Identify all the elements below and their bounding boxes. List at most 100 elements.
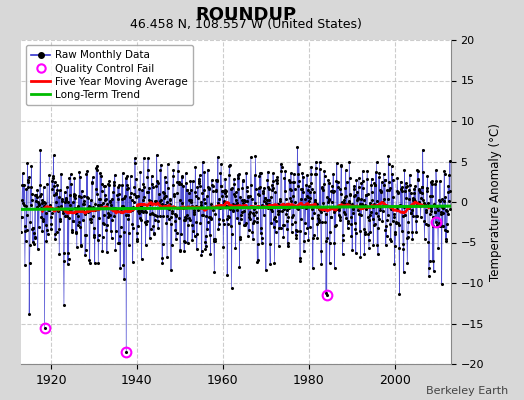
Point <box>212 188 220 194</box>
Point <box>176 247 184 253</box>
Point <box>260 198 269 204</box>
Point <box>441 194 450 200</box>
Point <box>354 183 363 190</box>
Point <box>180 248 189 254</box>
Point <box>294 171 302 178</box>
Point <box>145 200 154 207</box>
Point <box>364 230 373 237</box>
Point <box>364 214 372 220</box>
Point <box>389 194 398 200</box>
Point <box>52 190 61 196</box>
Point <box>189 209 198 215</box>
Point <box>264 205 272 211</box>
Point <box>203 218 212 225</box>
Point <box>278 208 287 214</box>
Point <box>83 194 91 200</box>
Point <box>431 219 440 226</box>
Point <box>317 260 325 267</box>
Point <box>274 210 282 217</box>
Point <box>134 193 143 199</box>
Point <box>110 182 118 188</box>
Point <box>188 237 196 243</box>
Point <box>271 189 279 195</box>
Point <box>263 201 271 207</box>
Point <box>313 235 322 241</box>
Point <box>18 197 26 203</box>
Point <box>241 198 249 204</box>
Point <box>387 238 395 244</box>
Point <box>53 182 61 188</box>
Point <box>259 188 267 194</box>
Point <box>74 202 82 209</box>
Point <box>95 202 104 208</box>
Point <box>332 205 340 212</box>
Point <box>412 218 420 224</box>
Point <box>427 179 435 185</box>
Point <box>376 204 384 210</box>
Point <box>296 255 304 262</box>
Point <box>150 231 158 237</box>
Point <box>271 229 280 236</box>
Point <box>112 208 121 214</box>
Point <box>343 201 352 207</box>
Point <box>361 202 369 208</box>
Point <box>73 212 82 219</box>
Point <box>112 227 120 234</box>
Point <box>248 220 257 226</box>
Point <box>247 154 255 160</box>
Point <box>209 207 217 213</box>
Point <box>25 310 34 317</box>
Point <box>357 179 366 186</box>
Point <box>246 216 254 222</box>
Point <box>213 178 221 184</box>
Point <box>444 189 453 195</box>
Point <box>421 202 429 209</box>
Point <box>227 284 236 291</box>
Point <box>439 205 447 211</box>
Point <box>174 181 183 188</box>
Point <box>350 193 358 200</box>
Point <box>343 178 351 185</box>
Point <box>136 217 145 223</box>
Point <box>68 228 77 235</box>
Point <box>309 231 318 238</box>
Point <box>144 155 152 162</box>
Point <box>120 276 128 283</box>
Point <box>148 181 156 188</box>
Point <box>244 194 253 200</box>
Point <box>299 174 307 180</box>
Point <box>332 222 340 228</box>
Point <box>161 174 169 180</box>
Point <box>402 195 410 201</box>
Point <box>51 230 60 237</box>
Point <box>213 199 222 206</box>
Point <box>246 193 254 200</box>
Point <box>74 222 82 229</box>
Point <box>90 234 98 240</box>
Point <box>280 206 288 212</box>
Point <box>139 154 148 161</box>
Point <box>384 195 392 202</box>
Point <box>80 193 88 199</box>
Point <box>396 203 405 210</box>
Point <box>318 185 326 192</box>
Point <box>78 206 86 212</box>
Point <box>265 196 273 203</box>
Point <box>99 200 107 206</box>
Point <box>80 201 89 208</box>
Point <box>160 202 169 208</box>
Point <box>104 210 112 216</box>
Point <box>191 189 199 195</box>
Point <box>272 177 281 184</box>
Point <box>110 178 118 185</box>
Point <box>75 219 83 225</box>
Point <box>393 174 401 181</box>
Point <box>388 218 397 224</box>
Point <box>302 193 311 200</box>
Point <box>191 163 200 170</box>
Point <box>411 183 419 190</box>
Point <box>370 222 378 228</box>
Point <box>102 227 111 234</box>
Point <box>56 216 64 222</box>
Point <box>199 158 207 165</box>
